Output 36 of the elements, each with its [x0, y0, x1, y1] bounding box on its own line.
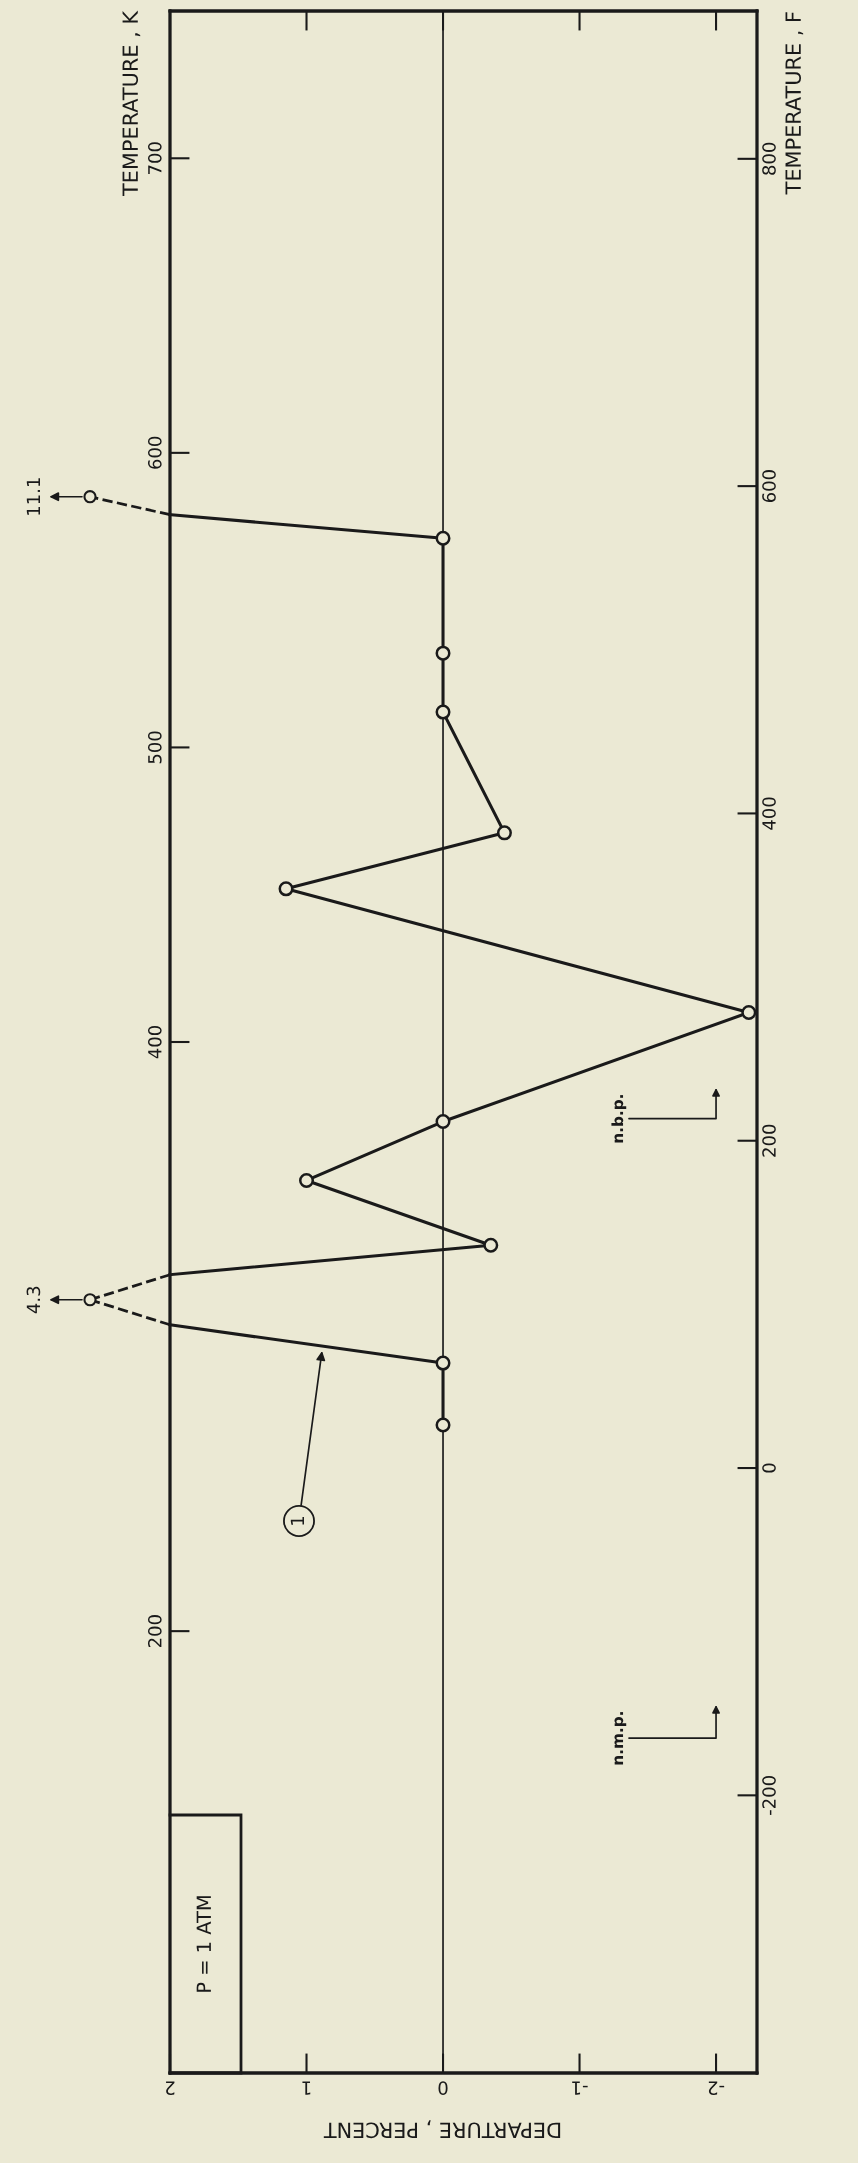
point	[435, 530, 451, 546]
x-tick-label: 0	[438, 2081, 448, 2096]
y2-tick-label: 800	[762, 142, 776, 175]
point	[278, 881, 294, 897]
y2-axis-title: TEMPERATURE , F	[785, 12, 804, 195]
text: 4.3	[26, 1286, 41, 1314]
annotation: 1	[290, 1516, 304, 1525]
y2-tick-label: 400	[762, 797, 776, 830]
text: 11.1	[26, 478, 40, 515]
x-axis-title: DEPARTURE , PERCENT	[323, 2120, 561, 2139]
y2-tick-label: 600	[762, 470, 776, 503]
x-tick-label: 2	[166, 2081, 175, 2096]
point	[741, 1005, 757, 1021]
y2-tick-label: 0	[762, 1463, 776, 1473]
point	[483, 1237, 499, 1253]
x-tick-label: -1	[572, 2081, 588, 2095]
y-tick-label: 500	[147, 731, 162, 764]
annotation: n.b.p.	[611, 1095, 627, 1143]
point	[435, 1417, 451, 1433]
annotation: n.m.p.	[614, 1712, 627, 1765]
y-tick-label: 600	[147, 436, 162, 469]
y2-tick-label: -200	[762, 1776, 776, 1815]
y-tick-label: 700	[147, 142, 162, 175]
y2-tick-label: 200	[762, 1124, 776, 1157]
point	[496, 825, 512, 841]
point	[435, 645, 451, 661]
annotation: P = 1 ATM	[196, 1896, 211, 1992]
point	[435, 1114, 451, 1130]
y-tick-label: 400	[147, 1025, 162, 1059]
point	[435, 1355, 451, 1371]
point	[299, 1172, 315, 1188]
y-axis-title: TEMPERATURE , K	[122, 10, 141, 197]
x-tick-label: -2	[708, 2081, 725, 2096]
point	[435, 704, 451, 720]
y-tick-label: 200	[147, 1615, 162, 1648]
x-tick-label: 1	[302, 2081, 311, 2095]
